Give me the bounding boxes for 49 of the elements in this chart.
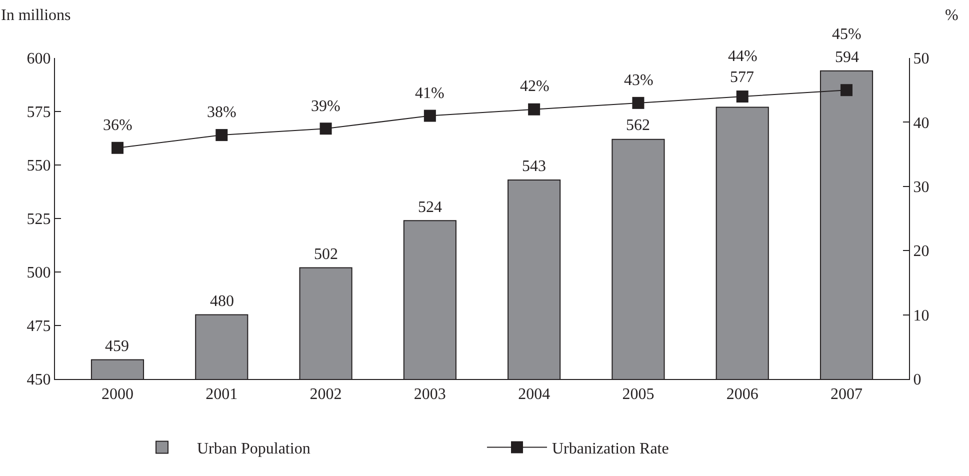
point [632,96,644,109]
legend-label: Urban Population [197,440,310,458]
point [736,90,748,103]
data-label: 41% [415,85,444,102]
y-tick-label: 450 [26,372,51,389]
x-tick-label: 2000 [101,386,134,404]
y-tick-label: 500 [26,264,51,282]
legend-label: Urbanization Rate [552,440,669,458]
point [424,110,436,122]
point [320,122,332,135]
data-label: 524 [418,199,442,216]
point [840,84,853,96]
data-label: 39% [311,98,340,115]
y2-tick-label: 20 [913,243,930,260]
data-label: 43% [624,72,654,89]
x-tick-label: 2005 [622,386,654,404]
x-tick-label: 2002 [310,386,342,404]
y2-tick-label: 10 [913,307,930,324]
x-tick-label: 2006 [726,386,758,404]
x-tick-label: 2004 [518,386,550,404]
data-label: 38% [207,104,236,121]
y2-tick-label: 50 [913,50,930,68]
data-label: 45% [832,26,862,43]
data-label: 42% [520,78,550,95]
data-label: 36% [103,117,132,134]
data-label: 459 [105,338,129,355]
data-label: 543 [522,158,546,175]
y2-tick-label: 30 [913,179,930,196]
data-label: 562 [626,117,650,134]
y-tick-label: 525 [26,211,51,228]
point [111,142,124,154]
data-label: 502 [314,246,338,263]
data-label: 594 [835,49,859,66]
data-label: 480 [210,293,234,310]
y-axis-title: In millions [1,7,71,24]
y-tick-label: 475 [26,318,51,336]
data-label: 577 [730,69,754,86]
y-tick-label: 600 [26,50,51,68]
data-label: 44% [728,48,758,65]
y2-axis-title: % [945,7,958,24]
point [216,129,228,142]
point [528,103,540,116]
y-tick-label: 575 [26,104,51,122]
x-tick-label: 2003 [414,386,446,404]
x-tick-label: 2007 [830,386,863,404]
y2-tick-label: 0 [913,372,922,389]
y-tick-label: 550 [26,158,51,175]
y2-tick-label: 40 [913,114,930,132]
x-tick-label: 2001 [206,386,238,404]
